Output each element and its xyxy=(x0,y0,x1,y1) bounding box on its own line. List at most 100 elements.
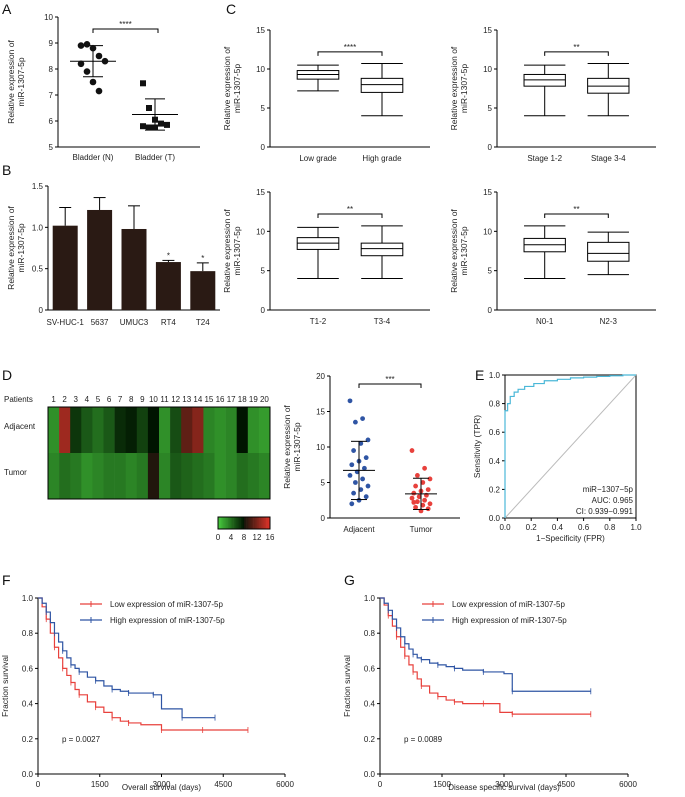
data-point xyxy=(140,80,146,87)
colorbar-segment xyxy=(218,517,220,529)
x-tick-label: 4500 xyxy=(557,780,575,789)
patient-label: 18 xyxy=(238,395,247,404)
x-category-label: Adjacent xyxy=(343,525,375,534)
data-point xyxy=(411,499,417,505)
data-point xyxy=(83,68,91,75)
heatmap-cell xyxy=(181,407,193,453)
data-point xyxy=(420,502,426,508)
data-point xyxy=(164,121,170,128)
y-axis-label: Fraction survival xyxy=(342,655,352,717)
y-tick-label: 0.2 xyxy=(489,485,501,494)
roc-curve xyxy=(504,374,636,518)
x-category-label: High grade xyxy=(362,154,402,163)
data-point xyxy=(89,78,97,86)
y-tick-label: 15 xyxy=(483,188,492,197)
colorbar-segment xyxy=(244,517,246,529)
colorbar-segment xyxy=(266,517,268,529)
heatmap-cell xyxy=(136,407,149,453)
significance-stars: ** xyxy=(573,205,579,214)
y-tick-label: 0.6 xyxy=(22,664,34,673)
y-tick-label: 0.0 xyxy=(22,770,34,779)
x-category-label: Bladder (T) xyxy=(135,153,175,162)
x-tick-label: 6000 xyxy=(276,780,294,789)
y-tick-label: 6 xyxy=(49,117,54,126)
legend-label: High expression of miR-1307-5p xyxy=(452,616,567,625)
survival-curve xyxy=(380,597,591,715)
data-point xyxy=(425,506,431,512)
y-tick-label: 0.8 xyxy=(489,400,501,409)
chart-f-survival: Fraction survival Overall survival (days)… xyxy=(0,594,294,792)
y-tick-label: 0.0 xyxy=(489,514,501,523)
colorbar-segment xyxy=(228,517,230,529)
data-point xyxy=(413,504,418,510)
heatmap-cell xyxy=(70,453,82,499)
heatmap-cell xyxy=(70,407,82,453)
x-category-label: Stage 1-2 xyxy=(527,154,562,163)
x-category-label: T1-2 xyxy=(310,317,327,326)
y-tick-label: 0 xyxy=(321,514,326,523)
x-axis-label: 1−Specificity (FPR) xyxy=(536,534,605,543)
x-category-label: UMUC3 xyxy=(120,318,149,327)
heatmap-cell xyxy=(92,407,104,453)
data-point xyxy=(349,462,355,468)
x-tick-label: 3000 xyxy=(153,780,171,789)
data-point xyxy=(411,490,417,496)
p-value: p = 0.0089 xyxy=(404,735,443,744)
significance-star: * xyxy=(201,254,204,263)
colorbar-segment xyxy=(229,517,232,529)
heatmap-border xyxy=(47,406,271,500)
y-axis-label: Relative expression of xyxy=(282,405,292,489)
x-category-label: T24 xyxy=(196,318,210,327)
y-tick-label: 10 xyxy=(316,443,325,452)
heatmap-cell xyxy=(214,407,226,453)
data-point xyxy=(422,465,427,471)
heatmap-row-header: Patients xyxy=(4,395,33,404)
y-tick-label: 0.8 xyxy=(22,629,34,638)
colorbar-segment xyxy=(240,517,242,529)
y-tick-label: 0.2 xyxy=(22,735,34,744)
colorbar-segment xyxy=(237,517,240,529)
colorbar-segment xyxy=(225,517,228,529)
colorbar-segment xyxy=(220,517,223,529)
heatmap-cell xyxy=(170,407,182,453)
x-category-label: N2-3 xyxy=(600,317,618,326)
diagonal-reference-line xyxy=(504,374,637,519)
heatmap-cell xyxy=(247,407,260,453)
legend-label: Low expression of miR-1307-5p xyxy=(110,600,223,609)
heatmap-cell xyxy=(147,453,160,499)
data-point xyxy=(77,42,85,49)
heatmap-cell xyxy=(125,453,138,499)
y-tick-label: 0 xyxy=(261,143,266,152)
data-point xyxy=(152,124,158,131)
data-point xyxy=(351,448,356,453)
patient-label: 10 xyxy=(149,395,158,404)
patient-label: 3 xyxy=(74,395,79,404)
data-point xyxy=(420,480,426,485)
x-category-label: N0-1 xyxy=(536,317,554,326)
data-point xyxy=(146,124,152,131)
patient-label: 2 xyxy=(62,395,67,404)
chart-a: Relative expression of miR-1307-5p 5 6 7 8 9 10… xyxy=(6,13,200,162)
heatmap-cell xyxy=(59,407,71,453)
roc-annotation: AUC: 0.965 xyxy=(592,496,634,505)
y-tick-label: 10 xyxy=(483,227,492,236)
patient-label: 11 xyxy=(160,395,169,404)
patient-label: 5 xyxy=(96,395,101,404)
y-tick-label: 10 xyxy=(44,13,53,22)
colorbar-segment xyxy=(247,517,250,529)
data-point xyxy=(409,448,415,453)
patient-label: 19 xyxy=(249,395,258,404)
bar xyxy=(52,225,78,310)
data-point xyxy=(158,120,164,127)
heatmap-cell xyxy=(59,453,71,499)
patient-label: 13 xyxy=(182,395,191,404)
panel-label-f: F xyxy=(2,572,11,588)
colorbar-segment xyxy=(219,517,221,529)
data-point xyxy=(358,441,364,446)
y-tick-label: 10 xyxy=(483,65,492,74)
y-axis-label: Fraction survival xyxy=(0,655,10,717)
heatmap-cell xyxy=(192,407,204,453)
colorbar-segment xyxy=(253,517,255,529)
y-axis-label: miR-1307-5p xyxy=(292,422,302,471)
significance-stars: **** xyxy=(119,20,131,29)
